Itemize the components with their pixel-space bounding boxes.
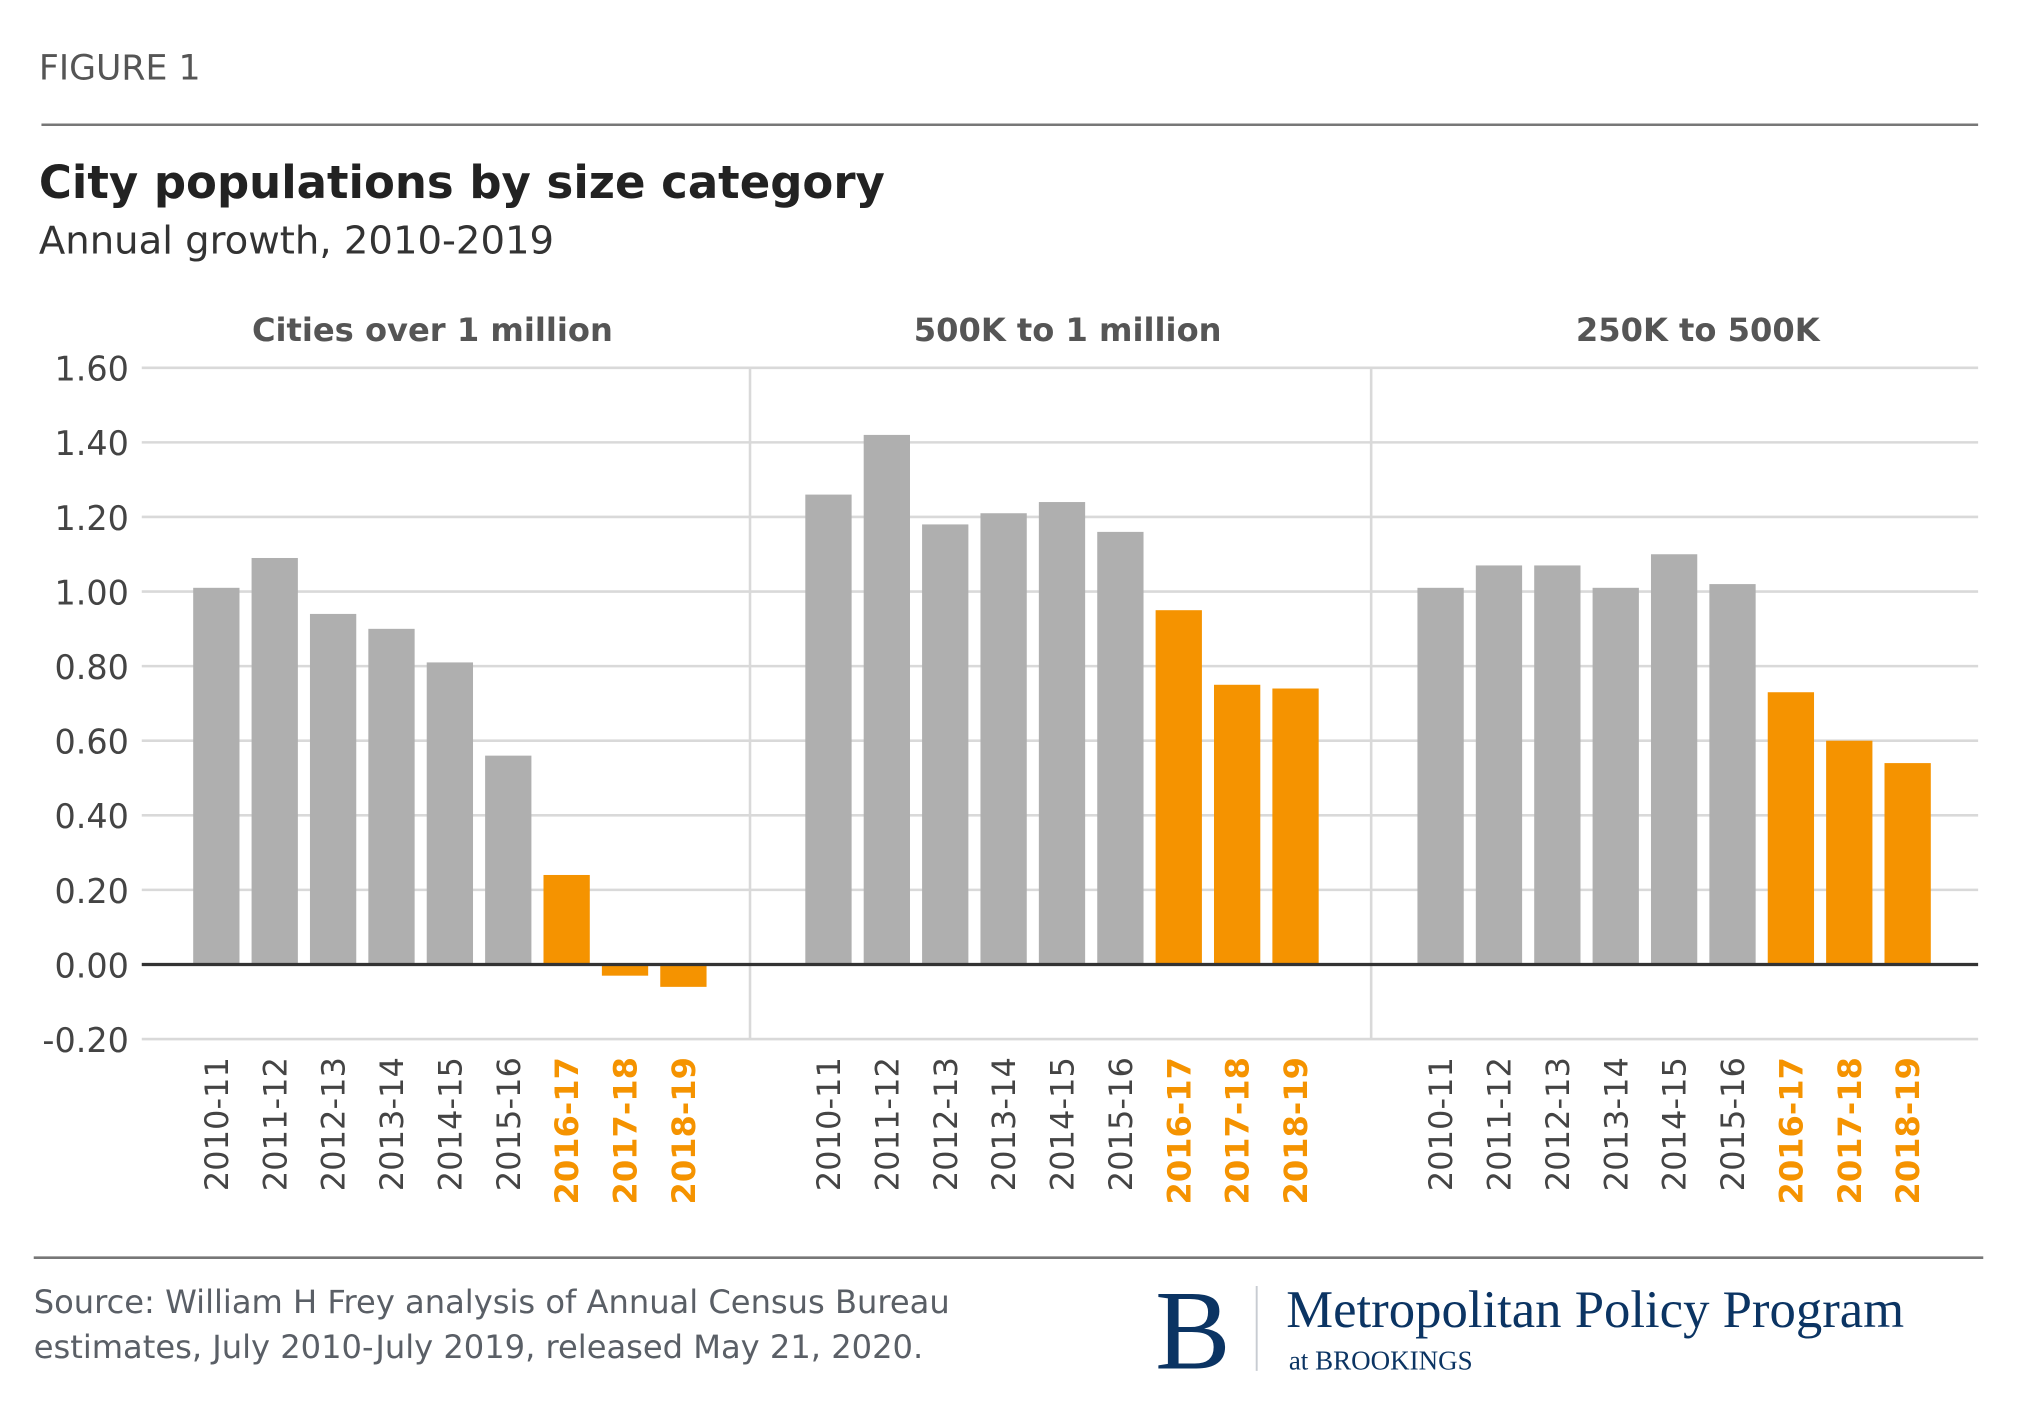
bar xyxy=(1155,610,1202,965)
x-tick-label: 2010-11 xyxy=(198,1057,236,1191)
bar xyxy=(805,494,852,965)
y-tick-label: 1.20 xyxy=(54,499,128,538)
x-tick-label: 2011-12 xyxy=(1481,1057,1519,1191)
x-tick-label: 2011-12 xyxy=(256,1057,294,1191)
y-tick-label: -0.20 xyxy=(42,1021,128,1060)
x-tick-label: 2012-13 xyxy=(315,1057,353,1191)
x-tick-label: 2014-15 xyxy=(1044,1057,1082,1191)
bar xyxy=(1709,584,1756,965)
logo-name: Metropolitan Policy Program xyxy=(1286,1281,1904,1339)
x-tick-label: 2017-18 xyxy=(1219,1057,1257,1204)
x-tick-label: 2016-17 xyxy=(1160,1057,1198,1204)
x-tick-label: 2017-18 xyxy=(607,1057,645,1204)
figure-label: FIGURE 1 xyxy=(39,49,201,89)
x-tick-label: 2016-17 xyxy=(1772,1057,1810,1204)
logo-letter: B xyxy=(1155,1268,1230,1393)
panel-title: 500K to 1 million xyxy=(914,311,1222,349)
bar xyxy=(251,557,298,965)
bar xyxy=(1475,565,1523,965)
chart-title: City populations by size category xyxy=(39,156,885,209)
bar xyxy=(309,613,357,965)
bar xyxy=(1417,587,1464,965)
bar xyxy=(601,964,649,976)
bar xyxy=(1650,554,1698,965)
bar xyxy=(1884,763,1931,965)
x-tick-label: 2018-19 xyxy=(1889,1057,1927,1204)
bar xyxy=(1826,740,1873,965)
x-tick-label: 2013-14 xyxy=(985,1057,1023,1191)
y-tick-label: 0.00 xyxy=(54,946,128,985)
y-tick-label: 1.60 xyxy=(54,350,128,389)
bar xyxy=(368,628,415,965)
y-tick-label: 0.60 xyxy=(54,723,128,762)
x-tick-label: 2015-16 xyxy=(1102,1057,1140,1191)
x-tick-label: 2014-15 xyxy=(1656,1057,1694,1191)
x-tick-label: 2014-15 xyxy=(431,1057,469,1191)
y-tick-label: 0.20 xyxy=(54,872,128,911)
y-tick-label: 1.40 xyxy=(54,424,128,463)
panel-title: Cities over 1 million xyxy=(252,311,613,349)
x-tick-label: 2015-16 xyxy=(490,1057,528,1191)
brookings-logo: B Metropolitan Policy Program at BROOKIN… xyxy=(1155,1268,1904,1393)
x-tick-label: 2018-19 xyxy=(665,1057,703,1204)
chart-subtitle: Annual growth, 2010-2019 xyxy=(39,218,554,263)
panel-title: 250K to 500K xyxy=(1576,311,1821,349)
x-tick-label: 2010-11 xyxy=(810,1057,848,1191)
bar xyxy=(426,662,474,965)
bar xyxy=(1272,688,1319,965)
x-tick-label: 2011-12 xyxy=(868,1057,906,1191)
logo-sub: at BROOKINGS xyxy=(1289,1346,1473,1376)
bar xyxy=(1213,684,1261,965)
bar xyxy=(922,524,969,965)
x-tick-label: 2012-13 xyxy=(927,1057,965,1191)
bar xyxy=(485,755,532,965)
x-tick-label: 2010-11 xyxy=(1422,1057,1460,1191)
bar xyxy=(1592,587,1639,965)
x-tick-label: 2016-17 xyxy=(548,1057,586,1204)
bar xyxy=(1038,502,1086,965)
x-tick-label: 2015-16 xyxy=(1714,1057,1752,1191)
y-tick-label: 1.00 xyxy=(54,573,128,612)
y-tick-label: 0.80 xyxy=(54,648,128,687)
x-tick-label: 2013-14 xyxy=(373,1057,411,1191)
bar xyxy=(660,964,707,987)
plot-area: 1.60 1.40 1.20 1.00 0.80 0.60 0.40 0.20 0.00 -0.2… xyxy=(42,311,1979,1205)
y-tick-label: 0.40 xyxy=(54,797,128,836)
bar xyxy=(543,874,590,965)
bar xyxy=(193,587,240,965)
bar xyxy=(863,434,910,965)
bar xyxy=(980,513,1027,965)
x-tick-label: 2018-19 xyxy=(1277,1057,1315,1204)
bar xyxy=(1534,565,1581,965)
x-tick-label: 2013-14 xyxy=(1597,1057,1635,1191)
x-tick-label: 2012-13 xyxy=(1539,1057,1577,1191)
bar xyxy=(1767,692,1815,965)
x-tick-label: 2017-18 xyxy=(1831,1057,1869,1204)
source-line-2: estimates, July 2010-July 2019, released… xyxy=(34,1328,923,1366)
source-line-1: Source: William H Frey analysis of Annua… xyxy=(34,1283,950,1321)
bar xyxy=(1097,531,1144,965)
